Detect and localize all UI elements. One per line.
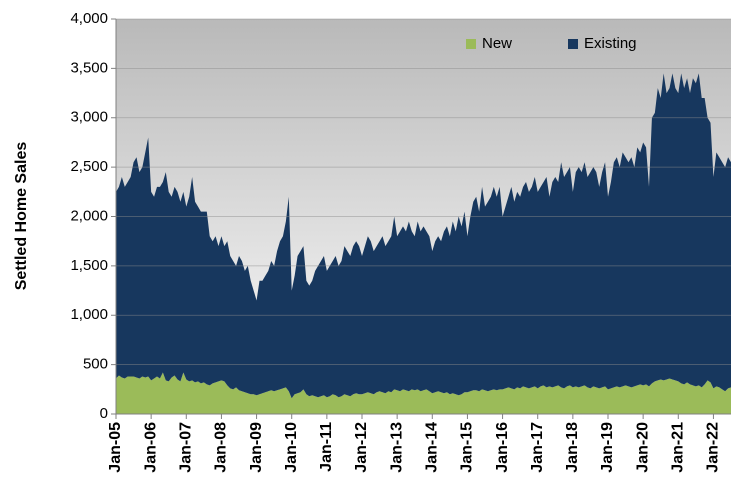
x-tick-label: Jan-22 — [705, 422, 722, 473]
x-tick-label: Jan-14 — [424, 422, 441, 473]
x-tick-label: Jan-06 — [142, 422, 159, 473]
x-tick-label: Jan-18 — [564, 422, 581, 473]
y-tick-label: 500 — [83, 356, 108, 373]
x-tick-label: Jan-08 — [213, 422, 230, 473]
x-tick-label: Jan-19 — [599, 422, 616, 473]
x-tick-label: Jan-20 — [634, 422, 651, 473]
area — [116, 372, 731, 414]
legend-swatch — [466, 39, 476, 49]
y-tick-label: 4,000 — [70, 10, 108, 27]
area — [116, 73, 731, 399]
x-tick-label: Jan-16 — [494, 422, 511, 473]
y-tick-label: 1,000 — [70, 306, 108, 323]
x-tick-label: Jan-17 — [529, 422, 546, 473]
legend-label: New — [482, 35, 512, 52]
x-tick-label: Jan-15 — [459, 422, 476, 473]
y-tick-label: 3,500 — [70, 59, 108, 76]
x-tick-label: Jan-11 — [318, 422, 335, 472]
y-tick-label: 1,500 — [70, 257, 108, 274]
x-tick-label: Jan-05 — [107, 422, 124, 473]
x-tick-label: Jan-13 — [388, 422, 405, 473]
y-axis-title: Settled Home Sales — [13, 142, 30, 291]
y-tick-label: 0 — [100, 405, 108, 422]
x-tick-label: Jan-10 — [283, 422, 300, 473]
legend-swatch — [568, 39, 578, 49]
y-tick-label: 3,000 — [70, 109, 108, 126]
y-tick-label: 2,500 — [70, 158, 108, 175]
y-tick-label: 2,000 — [70, 207, 108, 224]
x-tick-label: Jan-12 — [353, 422, 370, 473]
x-tick-label: Jan-09 — [248, 422, 265, 473]
legend-label: Existing — [584, 35, 637, 52]
x-tick-label: Jan-21 — [670, 422, 687, 473]
x-tick-label: Jan-07 — [178, 422, 195, 473]
